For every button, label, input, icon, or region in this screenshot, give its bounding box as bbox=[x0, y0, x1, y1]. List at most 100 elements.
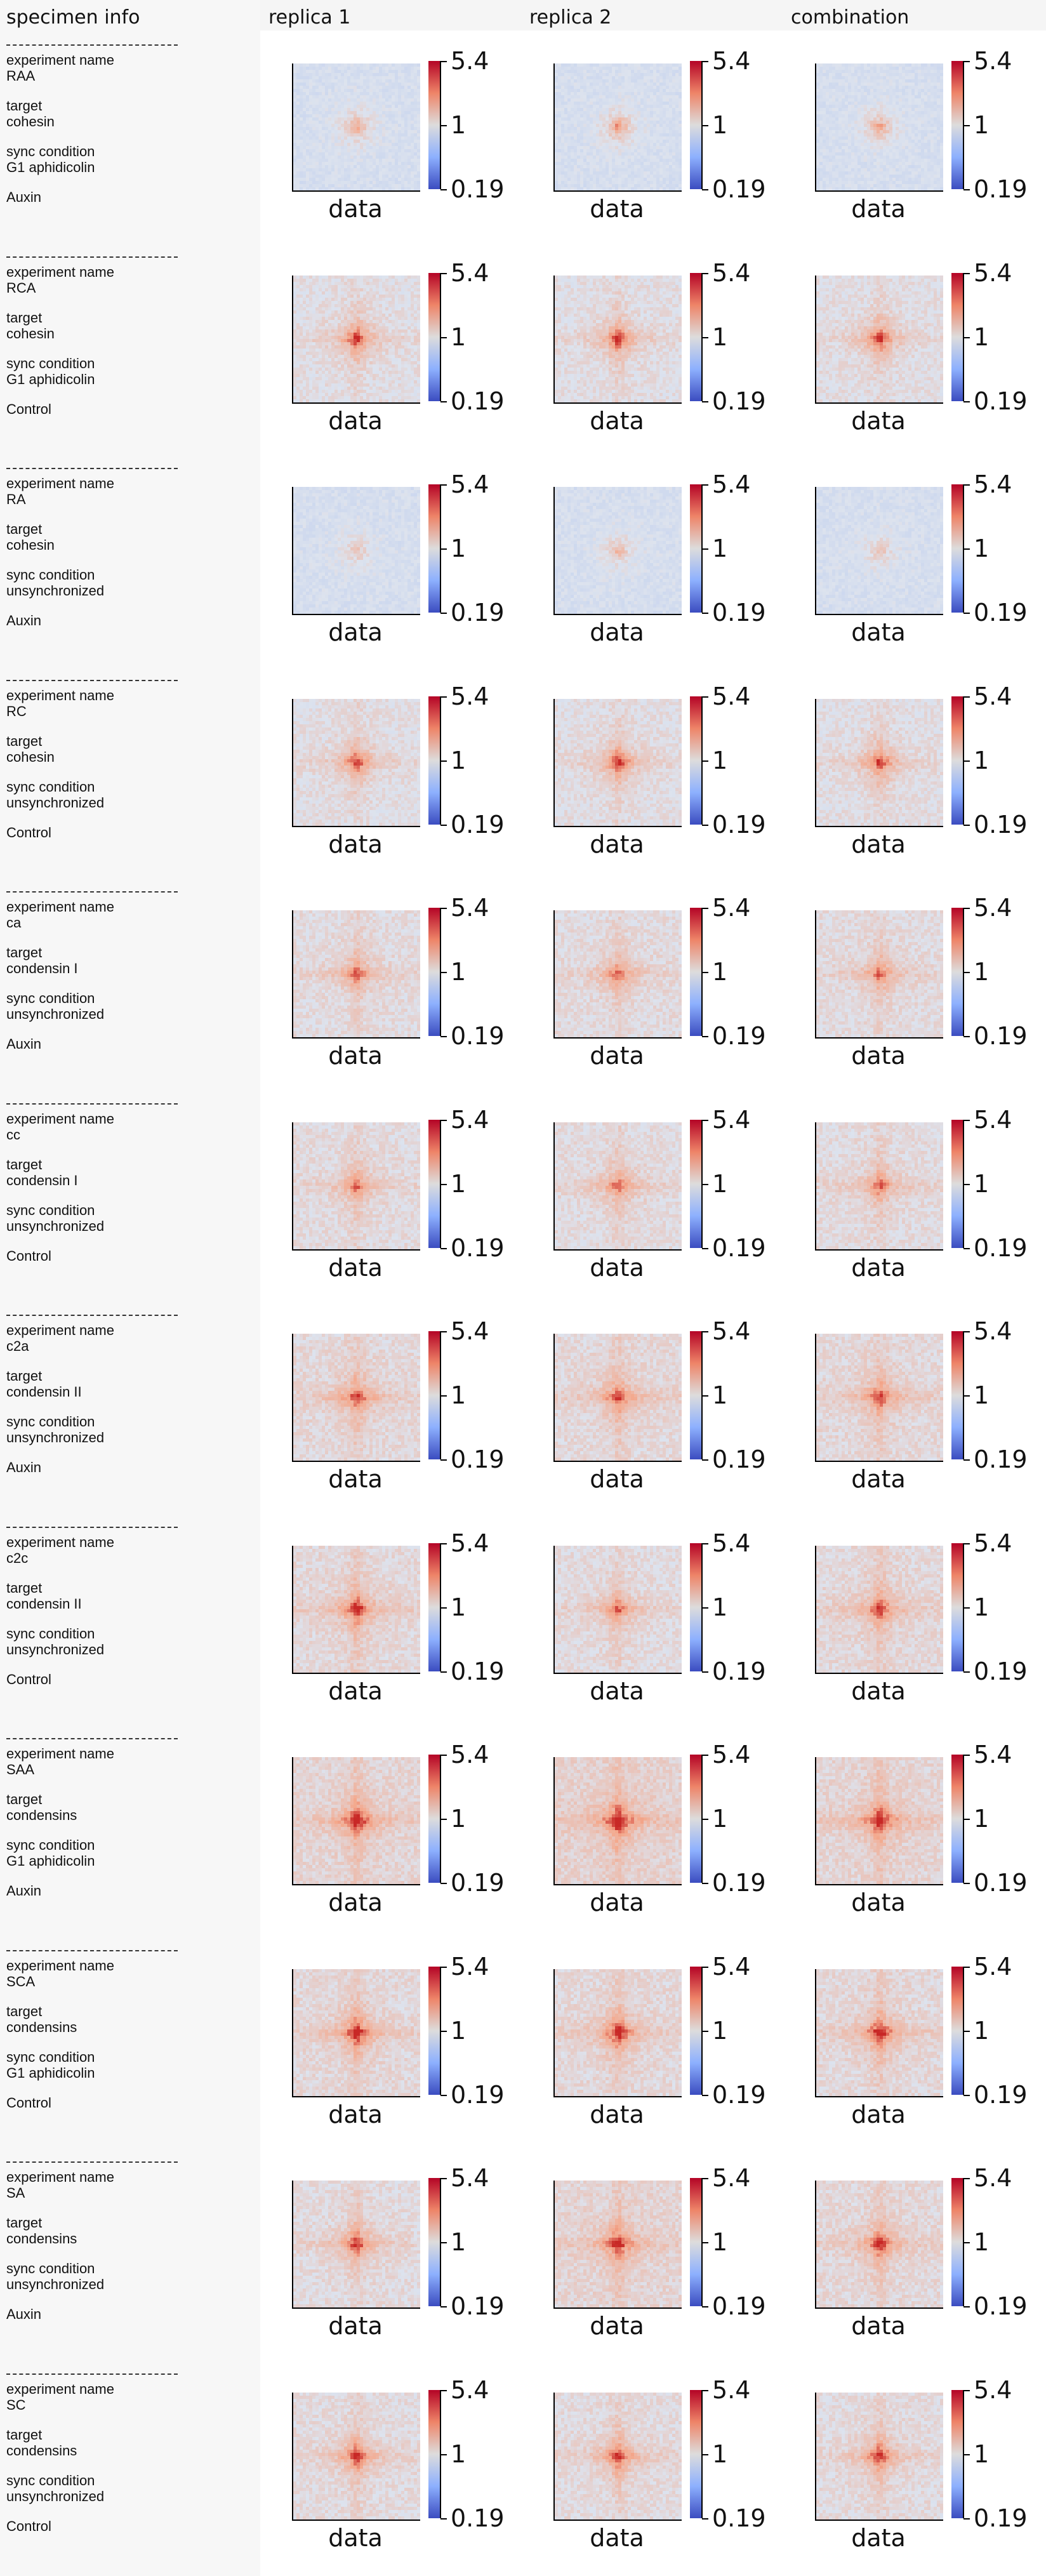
x-axis-label: data bbox=[553, 619, 680, 646]
colorbar-mid-label: 1 bbox=[974, 748, 989, 773]
heatmap bbox=[815, 63, 943, 192]
colorbar-tick bbox=[440, 613, 447, 614]
treatment-value: Control bbox=[6, 1671, 248, 1687]
colorbar-tick bbox=[440, 125, 447, 126]
heatmap-image bbox=[555, 1545, 682, 1673]
x-axis-label: data bbox=[815, 2101, 942, 2128]
colorbar-tick bbox=[440, 1331, 447, 1332]
heatmap-panel-combination: 5.4 1 0.19 data bbox=[790, 1738, 1031, 1929]
experiment-name-value: RC bbox=[6, 703, 248, 719]
heatmap-panel-combination: 5.4 1 0.19 data bbox=[790, 468, 1031, 658]
experiment-name-label: experiment name bbox=[6, 475, 248, 491]
heatmap-panel-combination: 5.4 1 0.19 data bbox=[790, 1950, 1031, 2141]
colorbar-tick bbox=[963, 189, 970, 190]
colorbar-mid-label: 1 bbox=[974, 1383, 989, 1407]
colorbar-tick bbox=[440, 272, 447, 274]
colorbar-tick bbox=[702, 272, 708, 274]
colorbar-tick bbox=[440, 1247, 447, 1249]
heatmap bbox=[553, 910, 682, 1039]
x-axis-label: data bbox=[815, 1466, 942, 1492]
colorbar-tick bbox=[963, 125, 970, 126]
colorbar-min-label: 0.19 bbox=[451, 389, 505, 413]
target-label: target bbox=[6, 521, 248, 537]
colorbar-max-label: 5.4 bbox=[712, 472, 750, 496]
colorbar bbox=[951, 61, 963, 189]
target-value: condensin II bbox=[6, 1596, 248, 1612]
heatmap-image bbox=[293, 1969, 420, 2096]
colorbar-mid-label: 1 bbox=[451, 2019, 466, 2043]
colorbar bbox=[690, 272, 701, 401]
sync-condition-field: sync condition unsynchronized bbox=[6, 1202, 248, 1234]
colorbar-min-label: 0.19 bbox=[712, 2506, 766, 2530]
target-field: target condensins bbox=[6, 2215, 248, 2247]
experiment-name-value: ca bbox=[6, 915, 248, 931]
experiment-name-value: RA bbox=[6, 491, 248, 507]
colorbar-max-label: 5.4 bbox=[974, 1319, 1012, 1343]
sync-condition-field: sync condition unsynchronized bbox=[6, 567, 248, 599]
colorbar-mid-label: 1 bbox=[974, 1807, 989, 1831]
heatmap bbox=[553, 1334, 682, 1462]
x-axis-label: data bbox=[553, 1889, 680, 1916]
colorbar-mid-label: 1 bbox=[974, 960, 989, 984]
heatmap-panel-replica-1: 5.4 1 0.19 data bbox=[267, 1315, 508, 1505]
colorbar-tick bbox=[702, 760, 708, 762]
colorbar-tick bbox=[702, 1183, 708, 1185]
heatmap-image bbox=[293, 1545, 420, 1673]
colorbar-tick bbox=[440, 2453, 447, 2455]
experiment-name-field: experiment name ca bbox=[6, 899, 248, 931]
experiment-name-label: experiment name bbox=[6, 2169, 248, 2185]
colorbar-tick bbox=[702, 2178, 708, 2179]
heatmap bbox=[815, 2392, 943, 2521]
colorbar-max-label: 5.4 bbox=[974, 1743, 1012, 1767]
colorbar-tick bbox=[702, 613, 708, 614]
heatmap-panel-replica-1: 5.4 1 0.19 data bbox=[267, 1103, 508, 1294]
colorbar-mid-label: 1 bbox=[451, 536, 466, 561]
heatmap-panel-replica-1: 5.4 1 0.19 data bbox=[267, 1950, 508, 2141]
experiment-name-value: SCA bbox=[6, 1974, 248, 1989]
heatmap-panel-replica-2: 5.4 1 0.19 data bbox=[528, 2374, 769, 2564]
colorbar-min-label: 0.19 bbox=[974, 1659, 1028, 1683]
colorbar-tick bbox=[440, 189, 447, 190]
colorbar-tick bbox=[440, 1966, 447, 1968]
heatmap bbox=[553, 1969, 682, 2097]
heatmap bbox=[815, 487, 943, 615]
x-axis-label: data bbox=[815, 2313, 942, 2339]
heatmap-image bbox=[555, 1122, 682, 1249]
target-field: target cohesin bbox=[6, 310, 248, 342]
heatmap-panel-combination: 5.4 1 0.19 data bbox=[790, 2374, 1031, 2564]
specimen-block: experiment name RC target cohesin sync condi… bbox=[6, 679, 248, 854]
sync-condition-field: sync condition G1 aphidicolin bbox=[6, 2049, 248, 2081]
colorbar-tick bbox=[702, 908, 708, 909]
colorbar-tick bbox=[702, 2094, 708, 2096]
colorbar-min-label: 0.19 bbox=[451, 1659, 505, 1683]
colorbar-tick bbox=[963, 2030, 970, 2032]
colorbar-tick bbox=[963, 1183, 970, 1185]
target-field: target condensin I bbox=[6, 1157, 248, 1188]
colorbar-max-label: 5.4 bbox=[974, 49, 1012, 73]
dashed-divider bbox=[6, 1103, 178, 1105]
colorbar bbox=[951, 1331, 963, 1459]
colorbar bbox=[951, 908, 963, 1036]
colorbar-tick bbox=[440, 1671, 447, 1673]
colorbar-tick bbox=[702, 1119, 708, 1121]
target-field: target condensins bbox=[6, 2427, 248, 2459]
experiment-name-label: experiment name bbox=[6, 1322, 248, 1338]
sync-condition-label: sync condition bbox=[6, 2261, 248, 2276]
specimen-block: experiment name ca target condensin I sync c… bbox=[6, 891, 248, 1066]
target-field: target condensin I bbox=[6, 945, 248, 976]
colorbar-max-label: 5.4 bbox=[974, 261, 1012, 285]
target-label: target bbox=[6, 945, 248, 960]
x-axis-label: data bbox=[815, 1254, 942, 1281]
colorbar-max-label: 5.4 bbox=[451, 1108, 489, 1132]
treatment-field: Control bbox=[6, 2518, 248, 2534]
experiment-name-label: experiment name bbox=[6, 1534, 248, 1550]
colorbar-mid-label: 1 bbox=[712, 2230, 727, 2254]
colorbar bbox=[690, 908, 701, 1036]
colorbar-min-label: 0.19 bbox=[712, 2083, 766, 2107]
heatmap bbox=[815, 1334, 943, 1462]
heatmap-image bbox=[816, 275, 943, 402]
colorbar-max-label: 5.4 bbox=[974, 472, 1012, 496]
heatmap-image bbox=[555, 275, 682, 402]
heatmap-image bbox=[555, 698, 682, 826]
colorbar-tick bbox=[440, 2389, 447, 2391]
